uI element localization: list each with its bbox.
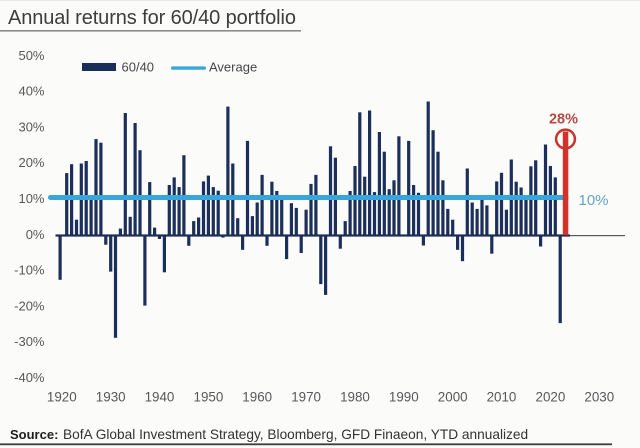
svg-text:BofA Global Investment Strateg: BofA Global Investment Strategy, Bloombe…	[63, 427, 528, 442]
svg-text:Average: Average	[209, 60, 257, 75]
svg-text:Annual returns for 60/40 portf: Annual returns for 60/40 portfolio	[8, 7, 296, 29]
svg-text:-20%: -20%	[14, 298, 45, 313]
svg-text:1920: 1920	[47, 390, 77, 405]
svg-text:20%: 20%	[18, 155, 44, 170]
svg-text:1950: 1950	[194, 390, 224, 405]
svg-text:28%: 28%	[549, 112, 578, 128]
svg-text:-10%: -10%	[14, 263, 45, 278]
svg-text:50%: 50%	[18, 48, 44, 63]
svg-text:-40%: -40%	[14, 370, 45, 385]
svg-text:1970: 1970	[291, 390, 321, 405]
svg-text:2010: 2010	[487, 390, 517, 405]
svg-text:1940: 1940	[145, 390, 175, 405]
svg-text:2000: 2000	[438, 390, 468, 405]
svg-text:2020: 2020	[536, 390, 566, 405]
svg-text:0%: 0%	[26, 227, 45, 242]
svg-text:1990: 1990	[389, 390, 419, 405]
svg-text:1980: 1980	[340, 390, 370, 405]
svg-text:1930: 1930	[96, 390, 126, 405]
svg-text:2030: 2030	[584, 390, 614, 405]
svg-text:60/40: 60/40	[122, 60, 155, 75]
svg-text:10%: 10%	[579, 192, 609, 209]
svg-text:40%: 40%	[18, 84, 44, 99]
svg-text:30%: 30%	[18, 119, 44, 134]
svg-text:-30%: -30%	[14, 334, 45, 349]
svg-text:Source:: Source:	[10, 427, 58, 442]
svg-text:10%: 10%	[18, 191, 44, 206]
svg-text:1960: 1960	[242, 390, 272, 405]
